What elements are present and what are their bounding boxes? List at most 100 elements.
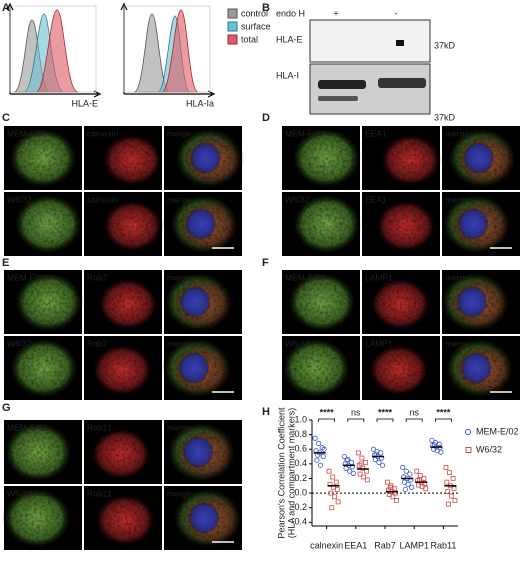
blot	[309, 19, 431, 63]
significance: ****	[436, 407, 451, 417]
nucleus	[188, 502, 220, 534]
marker: 37kD	[434, 112, 456, 122]
significance: ****	[320, 407, 335, 417]
point	[312, 435, 318, 441]
cell	[89, 427, 153, 481]
signal	[286, 271, 357, 333]
signal	[101, 199, 164, 253]
panel-a: A control surface total HLA-E HLA-Ia	[2, 2, 271, 108]
nucleus	[463, 142, 495, 174]
cell	[281, 337, 352, 399]
tile-label: calnexin	[87, 128, 118, 138]
point	[394, 498, 399, 503]
cell	[96, 277, 160, 331]
legend-label: control	[241, 8, 268, 18]
point	[446, 501, 452, 507]
point	[452, 498, 458, 503]
cell	[367, 343, 431, 397]
point	[332, 494, 337, 500]
point	[403, 468, 409, 474]
nucleus	[178, 352, 210, 384]
panel-g: G MEM-E/02 Rab11 merge W6/32 Rab11 merge	[1, 402, 243, 550]
tile-label: merge	[167, 128, 191, 138]
panel-label: D	[262, 112, 270, 124]
x-tick-label: EEA1	[344, 540, 367, 550]
point	[320, 453, 326, 460]
point	[333, 479, 339, 485]
point	[423, 486, 429, 492]
cell	[91, 343, 154, 397]
tile-label: merge	[445, 272, 469, 282]
point	[330, 474, 336, 480]
legend-label: total	[241, 34, 258, 44]
microscopy: C MEM-E/02 calnexin merge W6/32 calnexin merge…	[1, 112, 520, 550]
row-label: HLA-E	[276, 34, 303, 44]
point	[328, 490, 334, 496]
significance: ns	[351, 407, 361, 417]
legend-marker	[465, 429, 471, 435]
cell	[379, 133, 442, 187]
cell	[291, 127, 362, 189]
cell	[1, 487, 73, 549]
nucleus	[190, 142, 222, 174]
plot-frame	[123, 5, 211, 93]
point	[378, 450, 384, 456]
y-tick-label: 1.0	[294, 414, 307, 424]
bracket	[347, 418, 365, 422]
signal	[374, 199, 438, 253]
x-tick-label: Rab11	[430, 540, 456, 550]
legend-swatch	[227, 34, 238, 45]
point	[361, 474, 367, 480]
tile-label: merge	[445, 128, 469, 138]
hist-total	[35, 9, 79, 93]
point	[429, 437, 435, 444]
point	[326, 468, 332, 474]
panel-c: C MEM-E/02 calnexin merge W6/32 calnexin merge	[2, 112, 244, 256]
point	[347, 468, 353, 474]
point	[316, 440, 322, 446]
nucleus	[182, 436, 214, 468]
signal	[367, 343, 431, 397]
legend-swatch	[227, 21, 238, 32]
y-label: (HLA and compartment markers)	[286, 408, 296, 539]
point	[388, 483, 394, 489]
tile-label: merge	[445, 194, 469, 204]
row-label: HLA-I	[276, 70, 299, 80]
point	[448, 493, 454, 499]
x-label: HLA-E	[71, 98, 98, 108]
header: endo H	[276, 8, 305, 18]
signal	[96, 277, 160, 331]
point	[317, 462, 324, 468]
legend-label: MEM-E/02	[476, 426, 519, 436]
signal	[91, 343, 154, 397]
band	[318, 80, 366, 89]
tile-label: EEA1	[365, 128, 387, 138]
signal	[379, 133, 442, 187]
point	[350, 470, 356, 476]
tile-label: merge	[445, 338, 469, 348]
tile-label: W6/32	[7, 488, 32, 498]
point	[321, 446, 327, 452]
cell	[369, 277, 432, 331]
significance: ****	[378, 407, 393, 417]
panel-d: D MEM-E/02 EEA1 merge W6/32 EEA1 merge	[262, 112, 520, 256]
nucleus	[457, 208, 489, 240]
panel-label: F	[262, 257, 269, 269]
panel-b: B endo H + - HLA-E HLA-I 37kD 37kD	[262, 2, 456, 122]
point	[451, 486, 457, 492]
panel-f: F MEM-E/02 LAMP1 merge W6/32 LAMP1 merge	[262, 257, 520, 400]
tile-label: merge	[167, 488, 191, 498]
y-tick-label: -0.4	[291, 517, 307, 527]
point	[359, 455, 365, 461]
x-tick-label: LAMP1	[399, 540, 429, 550]
signal	[94, 493, 157, 547]
point	[390, 494, 396, 500]
point	[335, 499, 341, 505]
point	[345, 456, 351, 463]
tile-label: calnexin	[87, 194, 118, 204]
legend-label: W6/32	[476, 444, 502, 454]
bracket	[435, 418, 452, 422]
point	[341, 453, 347, 460]
tile-label: Rab11	[87, 422, 112, 432]
point	[376, 459, 382, 465]
